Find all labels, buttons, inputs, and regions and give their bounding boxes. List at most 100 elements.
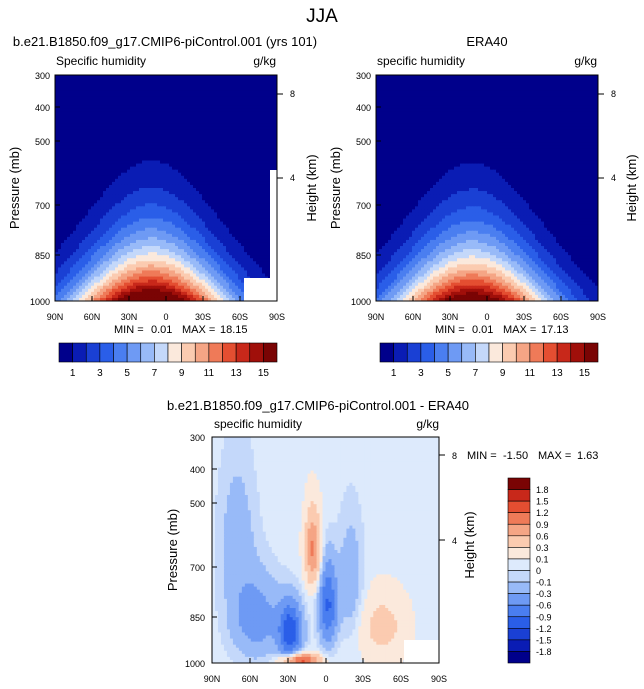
contour-cell	[172, 206, 176, 210]
contour-cell	[232, 145, 236, 149]
contour-cell	[133, 194, 137, 198]
contour-cell	[160, 117, 164, 122]
contour-cell	[256, 233, 260, 238]
contour-cell	[241, 129, 245, 134]
contour-cell	[169, 126, 173, 131]
contour-cell	[115, 188, 119, 192]
contour-cell	[214, 99, 218, 104]
contour-cell	[124, 221, 128, 226]
contour-cell	[187, 111, 191, 116]
contour-cell	[70, 123, 74, 128]
contour-cell	[241, 221, 245, 226]
contour-cell	[244, 175, 248, 180]
contour-cell	[259, 230, 263, 235]
contour-cell	[82, 139, 86, 143]
contour-cell	[238, 157, 242, 162]
contour-cell	[199, 129, 203, 134]
contour-cell	[181, 227, 185, 232]
contour-cell	[97, 120, 101, 125]
contour-cell	[226, 111, 230, 116]
contour-cell	[256, 123, 260, 128]
contour-cell	[118, 96, 122, 101]
contour-cell	[115, 181, 119, 186]
contour-cell	[163, 133, 167, 137]
contour-cell	[55, 117, 59, 122]
contour-cell	[235, 249, 239, 253]
contour-cell	[193, 209, 197, 214]
contour-cell	[106, 120, 110, 125]
contour-cell	[79, 267, 83, 272]
contour-cell	[211, 120, 215, 125]
contour-cell	[238, 261, 242, 265]
contour-cell	[139, 209, 143, 214]
contour-cell	[91, 154, 95, 159]
contour-cell	[199, 102, 203, 107]
contour-cell	[187, 215, 191, 220]
contour-cell	[250, 184, 254, 189]
contour-cell	[241, 227, 245, 232]
contour-cell	[256, 255, 260, 259]
contour-cell	[223, 133, 227, 137]
contour-cell	[55, 178, 59, 183]
contour-cell	[199, 78, 203, 82]
contour-cell	[274, 114, 277, 119]
contour-cell	[259, 267, 263, 272]
contour-cell	[73, 172, 77, 177]
contour-cell	[55, 276, 59, 281]
contour-cell	[175, 136, 179, 140]
contour-cell	[226, 139, 230, 143]
contour-cell	[106, 184, 110, 189]
contour-cell	[238, 84, 242, 88]
contour-cell	[67, 239, 71, 244]
contour-cell	[235, 206, 239, 210]
contour-cell	[208, 102, 212, 107]
contour-cell	[109, 203, 113, 207]
contour-cell	[169, 221, 173, 226]
contour-cell	[148, 133, 152, 137]
contour-cell	[112, 90, 116, 94]
contour-cell	[202, 227, 206, 232]
contour-cell	[88, 203, 92, 207]
contour-cell	[115, 242, 119, 247]
contour-cell	[235, 102, 239, 107]
contour-cell	[238, 160, 242, 165]
contour-cell	[55, 270, 59, 275]
contour-cell	[220, 145, 224, 149]
contour-cell	[244, 166, 248, 171]
contour-cell	[82, 84, 86, 88]
contour-cell	[202, 188, 206, 192]
contour-cell	[118, 142, 122, 146]
contour-cell	[118, 276, 122, 281]
contour-cell	[139, 227, 143, 232]
contour-cell	[268, 142, 272, 146]
contour-cell	[214, 227, 218, 232]
contour-cell	[106, 273, 110, 278]
contour-cell	[196, 178, 200, 183]
contour-cell	[73, 239, 77, 244]
contour-cell	[70, 252, 74, 256]
contour-cell	[250, 145, 254, 149]
contour-cell	[193, 102, 197, 107]
contour-cell	[124, 120, 128, 125]
contour-cell	[196, 136, 200, 140]
contour-cell	[241, 203, 245, 207]
contour-cell	[253, 81, 257, 85]
contour-cell	[61, 267, 65, 272]
contour-cell	[115, 221, 119, 226]
contour-cell	[232, 239, 236, 244]
contour-cell	[232, 114, 236, 119]
contour-cell	[70, 188, 74, 192]
contour-cell	[67, 215, 71, 220]
contour-cell	[187, 148, 191, 152]
contour-cell	[226, 93, 230, 97]
contour-cell	[157, 191, 161, 195]
contour-cell	[154, 75, 158, 79]
contour-cell	[205, 142, 209, 146]
contour-cell	[223, 145, 227, 149]
contour-cell	[61, 239, 65, 244]
contour-cell	[211, 258, 215, 262]
contour-cell	[103, 212, 107, 217]
contour-cell	[238, 172, 242, 177]
contour-cell	[214, 181, 218, 186]
contour-cell	[133, 160, 137, 165]
